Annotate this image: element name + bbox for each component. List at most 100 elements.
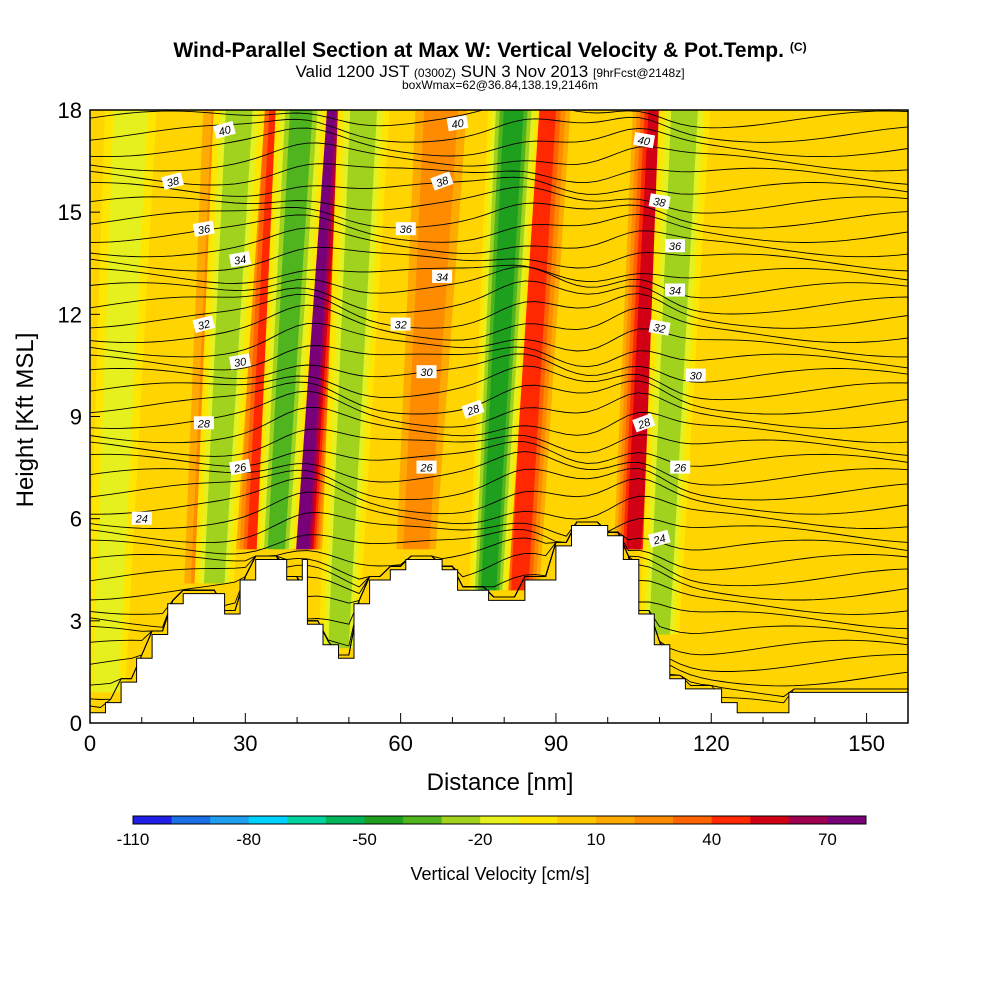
- theta-label-text: 32: [394, 320, 406, 332]
- theta-contour-line: [90, 266, 908, 299]
- theta-label-text: 40: [451, 117, 466, 131]
- theta-label-bg: [229, 353, 251, 370]
- subtitle-utc-time: (0300Z): [414, 66, 456, 80]
- chart-title-main: Wind-Parallel Section at Max W: Vertical…: [173, 39, 784, 62]
- colorbar-swatch: [673, 816, 713, 824]
- subtitle-valid-time: Valid 1200 JST: [295, 62, 409, 81]
- theta-contour-line: [90, 127, 908, 158]
- y-tick-label: 12: [58, 302, 82, 327]
- downdraft-plume: [90, 110, 157, 693]
- theta-label-bg: [446, 114, 469, 132]
- theta-contour-line: [90, 491, 908, 529]
- theta-contour-line: [90, 264, 908, 284]
- theta-label-text: 34: [233, 254, 247, 268]
- x-tick-label: 150: [848, 731, 885, 756]
- theta-contour-line: [90, 227, 908, 258]
- subtitle-forecast: [9hrFcst@2148z]: [593, 66, 685, 80]
- theta-label-bg: [670, 460, 691, 474]
- colorbar-swatch: [634, 816, 674, 824]
- theta-label-bg: [648, 193, 671, 210]
- theta-contour-line: [90, 521, 908, 615]
- theta-label-bg: [632, 413, 656, 433]
- updraft-plume: [396, 110, 467, 550]
- theta-label: 40: [446, 114, 469, 132]
- terrain-layer: [90, 525, 908, 723]
- theta-label: 26: [670, 460, 691, 475]
- theta-label: 36: [395, 222, 416, 236]
- theta-contour-line: [90, 186, 908, 214]
- theta-label-bg: [229, 251, 251, 268]
- colorbar-label: Vertical Velocity [cm/s]: [410, 864, 589, 884]
- theta-label-bg: [648, 319, 671, 336]
- theta-contour-line: [90, 451, 908, 486]
- theta-contour-line: [90, 202, 908, 229]
- theta-label: 28: [461, 399, 485, 419]
- theta-contour-line: [90, 110, 908, 129]
- colorbar-swatch: [441, 816, 481, 824]
- theta-label: 28: [632, 413, 656, 433]
- theta-label-bg: [416, 365, 437, 379]
- theta-label: 30: [229, 353, 251, 370]
- theta-contour-line: [90, 407, 908, 444]
- theta-contour-line: [90, 441, 908, 467]
- colorbar-swatch: [133, 816, 172, 824]
- theta-contour-line: [90, 345, 908, 371]
- theta-label: 24: [131, 511, 152, 526]
- y-tick-label: 9: [70, 405, 82, 430]
- y-tick-label: 15: [58, 200, 82, 225]
- y-axis-label: Height [Kft MSL]: [12, 333, 39, 508]
- colorbar-tick-label: -110: [117, 830, 150, 849]
- theta-contour-line: [90, 428, 908, 457]
- theta-label-bg: [229, 458, 251, 476]
- theta-label-text: 30: [233, 356, 248, 370]
- theta-contour-line: [90, 142, 908, 172]
- theta-label-bg: [395, 222, 416, 236]
- colorbar-tick-label: -20: [468, 830, 493, 849]
- y-tick-label: 0: [70, 711, 82, 736]
- x-tick-label: 30: [233, 731, 257, 756]
- theta-label-bg: [665, 239, 685, 253]
- colorbar-swatch: [403, 816, 443, 824]
- x-tick-label: 120: [693, 731, 730, 756]
- colorbar-swatch: [480, 816, 520, 824]
- theta-label: 38: [430, 171, 454, 191]
- plot-area: 40 38 36 34 32 30 28 26 24 40 38 36 34 32 30 28 26 40 38 36…: [90, 110, 908, 723]
- theta-label-text: 32: [652, 322, 666, 336]
- theta-label-text: 24: [651, 533, 667, 548]
- theta-contour-line: [90, 246, 908, 272]
- theta-label-text: 36: [669, 241, 682, 253]
- updraft-band-5-1: [403, 110, 459, 550]
- theta-contour-line: [90, 163, 908, 186]
- x-tick-label: 0: [84, 731, 96, 756]
- theta-label: 32: [648, 319, 671, 336]
- colorbar-tick-label: 70: [818, 830, 837, 849]
- chart-subtitle: Valid 1200 JST (0300Z) SUN 3 Nov 2013 [9…: [295, 62, 684, 81]
- colorbar-swatch: [364, 816, 404, 824]
- y-tick-label: 3: [70, 609, 82, 634]
- theta-label: 28: [193, 416, 214, 430]
- theta-contour-line: [90, 511, 908, 544]
- updraft-band-0-6: [295, 110, 336, 550]
- colorbar-swatch: [711, 816, 751, 824]
- theta-label-text: 26: [673, 463, 687, 475]
- colorbar-frame: [132, 815, 867, 825]
- theta-label: 36: [192, 220, 215, 237]
- theta-contour-labels: 40 38 36 34 32 30 28 26 24 40 38 36 34 32 30 28 26 40 38 36…: [131, 114, 706, 548]
- downdraft-plume: [318, 110, 390, 649]
- colorbar-tick-label: 40: [702, 830, 721, 849]
- theta-label-bg: [665, 283, 685, 297]
- theta-label-text: 34: [669, 286, 681, 298]
- theta-label-bg: [131, 511, 152, 525]
- theta-contour-line: [90, 353, 908, 383]
- theta-contour-line: [90, 521, 908, 587]
- theta-label-text: 38: [435, 174, 451, 190]
- colorbar-swatch: [788, 816, 828, 824]
- theta-label-bg: [161, 172, 185, 190]
- colorbar-swatch: [287, 816, 327, 824]
- colorbar-swatch: [595, 816, 635, 824]
- theta-contour-line: [90, 390, 908, 429]
- colorbar-swatch: [325, 816, 365, 824]
- downdraft-plume: [639, 110, 711, 635]
- y-tick-label: 18: [58, 98, 82, 123]
